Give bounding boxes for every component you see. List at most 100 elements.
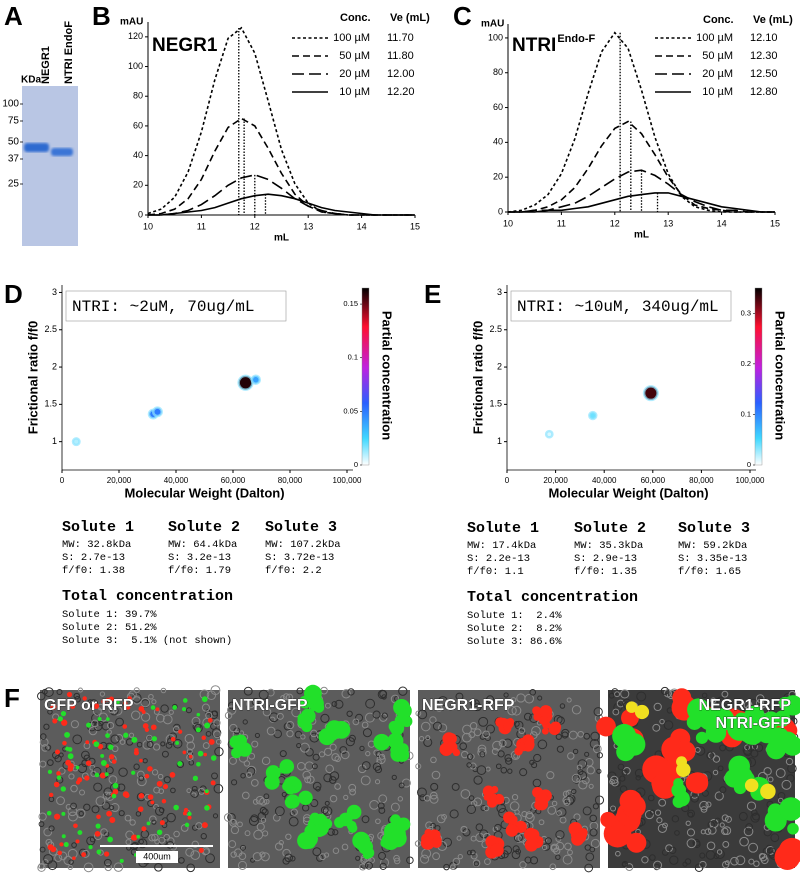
cell (704, 828, 712, 835)
cell (142, 758, 148, 764)
cell-fluor (396, 743, 409, 755)
cell (286, 721, 295, 730)
image-label: NEGR1-RFP (699, 697, 792, 714)
series-line (508, 120, 775, 213)
cell (452, 857, 461, 866)
cell (211, 772, 218, 780)
cell (699, 800, 709, 811)
cell (285, 833, 292, 840)
cell (285, 693, 294, 702)
cell (334, 755, 341, 763)
cell (324, 702, 331, 709)
cell-fluor (93, 741, 100, 748)
cell-fluor (108, 754, 115, 760)
cell-fluor (298, 790, 313, 806)
legend-header: Conc. (703, 14, 734, 26)
cell (42, 858, 49, 866)
cell (509, 801, 520, 812)
ladder-label: 100 (2, 99, 19, 110)
cell (781, 779, 792, 790)
cell (466, 753, 474, 760)
cell (748, 858, 755, 865)
cell (100, 828, 108, 836)
cell (213, 719, 221, 727)
cell (286, 729, 294, 738)
cell-fluor (313, 702, 325, 713)
cell (722, 826, 732, 835)
cell (261, 756, 271, 766)
annotation-box (65, 290, 287, 322)
cell (372, 762, 382, 771)
y-axis-label: Frictional ratio f/f0 (470, 321, 485, 434)
cell-fluor (524, 827, 538, 842)
cell (619, 775, 626, 782)
cell (712, 755, 721, 763)
cell (442, 837, 453, 847)
cell (374, 779, 381, 785)
ladder-label: 50 (8, 137, 20, 148)
cell (425, 735, 431, 741)
cell (129, 819, 136, 826)
cell-fluor (196, 712, 201, 717)
cell (381, 694, 387, 700)
cell-fluor (139, 758, 143, 763)
cell (133, 687, 140, 694)
cell (429, 794, 439, 804)
x-tick-label: 80,000 (278, 476, 303, 485)
cell (518, 727, 526, 735)
cell (223, 813, 233, 822)
cell (417, 709, 428, 720)
cell (205, 709, 211, 715)
cell (379, 753, 386, 760)
cell (393, 854, 400, 862)
cell-fluor (75, 765, 80, 770)
cell (213, 783, 224, 794)
cell (751, 809, 758, 816)
cell (365, 751, 371, 757)
cell-fluor (373, 733, 391, 751)
cell-fluor (56, 775, 62, 780)
cell-fluor (156, 780, 163, 787)
cell-fluor (264, 774, 280, 790)
cell (282, 857, 290, 865)
cell (136, 776, 147, 787)
solute-detail: MW: 17.4kDa (467, 540, 536, 552)
cell (397, 796, 404, 802)
total-title: Total concentration (62, 588, 233, 605)
cell (460, 825, 468, 834)
cell (486, 695, 495, 704)
solute-detail: S: 3.72e-13 (265, 552, 334, 564)
cell-fluor (280, 761, 291, 772)
cell (230, 851, 237, 858)
x-tick-label: 40,000 (592, 476, 617, 485)
cell (694, 863, 704, 872)
cell (532, 778, 542, 788)
cell (105, 766, 114, 775)
cell (567, 849, 573, 856)
cell-fluor (111, 793, 117, 799)
cell (724, 815, 732, 823)
cell (255, 795, 265, 805)
panel-label: D (4, 279, 23, 309)
cell (58, 752, 64, 758)
cell (259, 806, 267, 815)
y-tick-label: 60 (133, 120, 143, 130)
chart-title: NTRI (512, 35, 556, 56)
cell (721, 690, 729, 698)
total-line: Solute 3: 5.1% (not shown) (62, 635, 232, 647)
cell (620, 689, 630, 699)
cell-fluor (85, 760, 92, 766)
cell (767, 776, 774, 783)
annotation-box (510, 290, 732, 322)
chart-title-superscript: Endo-F (557, 33, 595, 45)
cell-fluor (400, 715, 413, 728)
cell (310, 799, 319, 808)
cell (497, 750, 505, 758)
cell-fluor (84, 775, 90, 781)
cell (423, 737, 433, 747)
cell (477, 747, 487, 757)
cell (669, 855, 679, 865)
panel-label: A (4, 1, 23, 31)
x-axis-label: Molecular Weight (Dalton) (548, 485, 708, 500)
cell (505, 757, 513, 765)
